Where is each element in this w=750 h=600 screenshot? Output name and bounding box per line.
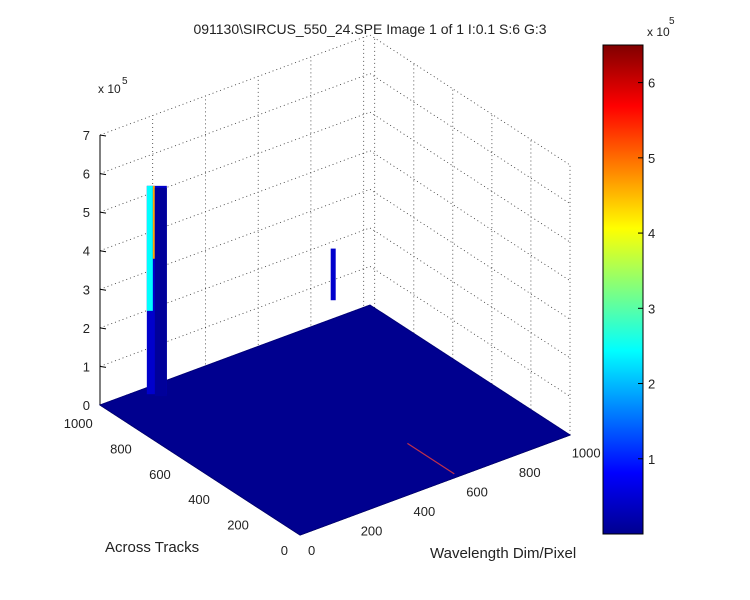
x-axis-label: Wavelength Dim/Pixel (430, 545, 576, 562)
x-tick-label: 0 (308, 543, 315, 558)
z-tick-mark (99, 365, 107, 368)
z-grid-line (99, 111, 571, 243)
colorbar-tick-label: 3 (648, 301, 655, 316)
colorbar-tick-label: 4 (648, 226, 655, 241)
surface-base (98, 304, 572, 536)
colorbar-tick-label: 2 (648, 377, 655, 392)
z-tick-mark (99, 134, 107, 137)
peak-face-cyan (146, 185, 153, 311)
y-tick-label: 200 (227, 518, 249, 533)
z-tick-label: 0 (83, 398, 90, 413)
y-tick-label: 800 (110, 441, 132, 456)
chart-title: 091130\SIRCUS_550_24.SPE Image 1 of 1 I:… (193, 21, 546, 37)
surface-line-feature (407, 442, 455, 475)
z-multiplier-label: x 10 (98, 82, 121, 96)
x-tick-label: 200 (361, 524, 383, 539)
z-tick-labels: 0 1 2 3 4 5 6 7 (83, 128, 90, 413)
z-tick-mark (99, 250, 107, 253)
surface (98, 185, 572, 536)
peak-face-dark (154, 187, 167, 397)
z-tick-label: 6 (83, 167, 90, 182)
z-tick-mark (99, 211, 107, 214)
z-tick-mark (99, 288, 107, 291)
z-tick-label: 5 (83, 205, 90, 220)
y-tick-labels: 0 200 400 600 800 1000 (64, 416, 288, 558)
peak-face-orange (152, 185, 155, 259)
colorbar-tick-label: 1 (648, 452, 655, 467)
y-tick-label: 400 (188, 492, 210, 507)
colorbar-multiplier-label: x 10 (647, 25, 670, 39)
colorbar-multiplier-exponent: 5 (669, 16, 675, 27)
colorbar (602, 44, 644, 535)
x-tick-label: 1000 (572, 445, 601, 460)
z-tick-label: 7 (83, 128, 90, 143)
z-tick-label: 3 (83, 282, 90, 297)
x-tick-label: 800 (519, 465, 541, 480)
z-grid-line (99, 73, 571, 204)
spike-body (330, 248, 336, 301)
colorbar-tick-label: 6 (648, 76, 655, 91)
y-tick-label: 600 (149, 467, 171, 482)
colorbar-tick-label: 5 (648, 151, 655, 166)
z-tick-mark (99, 173, 107, 176)
y-tick-label: 1000 (64, 416, 93, 431)
x-tick-label: 600 (466, 484, 488, 499)
z-tick-label: 2 (83, 321, 90, 336)
z-multiplier-exponent: 5 (122, 76, 128, 87)
x-tick-label: 400 (414, 504, 436, 519)
y-tick-label: 0 (281, 543, 288, 558)
z-grid-line (99, 34, 571, 166)
colorbar-tick-labels: 1 2 3 4 5 6 (638, 76, 655, 467)
z-tick-label: 1 (83, 359, 90, 374)
z-tick-label: 4 (83, 244, 90, 259)
y-axis-label: Across Tracks (105, 539, 199, 556)
z-tick-mark (99, 327, 107, 330)
x-tick-labels: 0 200 400 600 800 1000 (308, 445, 601, 558)
